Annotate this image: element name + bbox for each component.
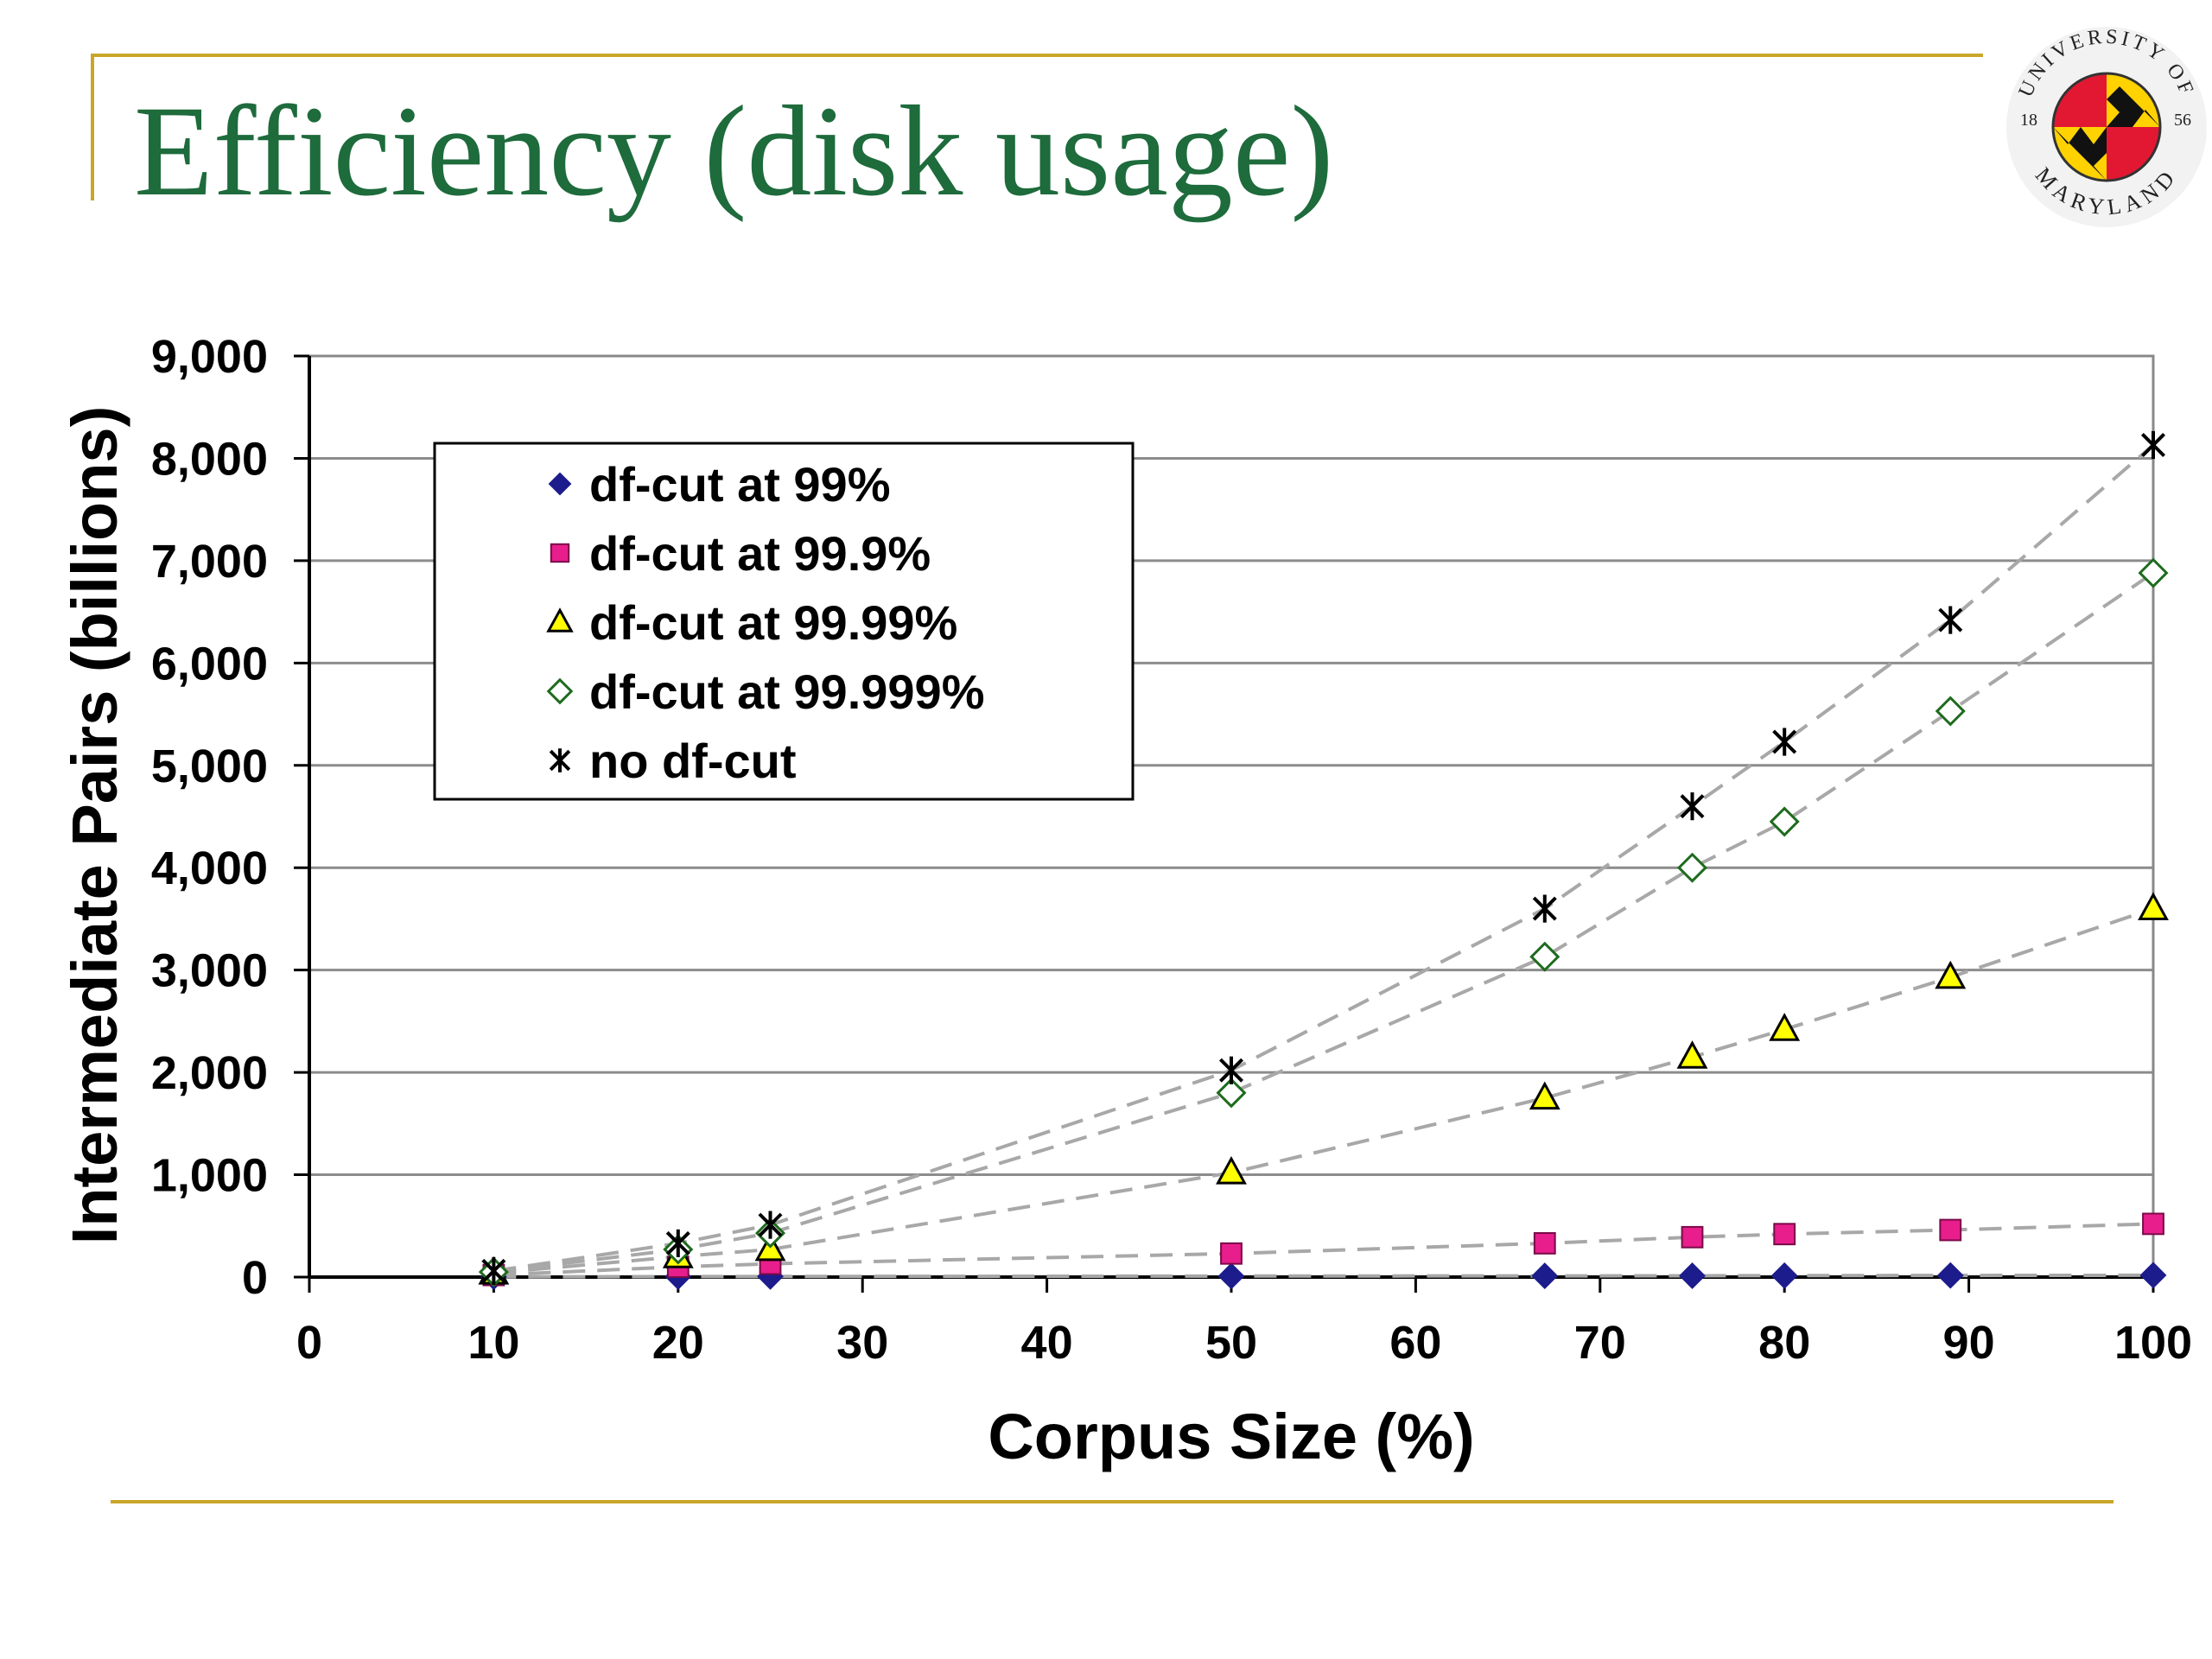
data-point [1532,894,1557,923]
chart-legend: df-cut at 99% df-cut at 99.9% df-cut at 99… [433,442,1135,801]
data-point [1769,1013,1801,1041]
legend-entry: df-cut at 99.999% [589,664,985,719]
legend-marker [546,607,574,632]
y-tick-label: 3,000 [151,945,268,997]
data-points [478,430,2169,1291]
data-point [1676,1040,1708,1069]
x-tick-label: 40 [1021,1317,1073,1369]
y-tick-label: 1,000 [151,1150,268,1202]
data-point [2140,430,2166,460]
data-point [481,1256,506,1285]
data-point [1531,1262,1559,1289]
trendline [493,571,2155,1274]
seal-year-right: 56 [2174,111,2191,130]
data-point [1533,1232,1556,1255]
data-point [1680,792,1705,821]
university-of-maryland-seal-icon: UNIVERSITY OF MARYLAND 18 56 [2006,26,2207,227]
x-tick-label: 80 [1758,1317,1810,1369]
x-tick-label: 0 [296,1317,322,1369]
data-point [1938,606,1963,634]
data-point [1218,1056,1244,1084]
legend-entry: df-cut at 99% [589,457,891,512]
data-point [1676,852,1708,883]
bottom-rule [111,1500,2113,1503]
legend-box [433,442,1135,801]
data-point [1681,1225,1704,1249]
x-tick-label: 50 [1205,1317,1257,1369]
y-tick-label: 4,000 [151,842,268,894]
y-tick-label: 2,000 [151,1047,268,1099]
data-point [758,1211,783,1239]
data-point [665,1229,690,1258]
legend-marker [546,677,574,705]
data-point [2138,892,2169,920]
data-point [1936,1262,1964,1289]
data-point [1220,1242,1243,1265]
trendline [493,906,2154,1275]
x-axis-title: Corpus Size (%) [988,1401,1474,1472]
x-tick-label: 90 [1943,1317,1995,1369]
left-rule [91,54,94,200]
data-point [1679,1262,1706,1289]
data-point [1935,960,1967,989]
x-tick-label: 20 [652,1317,704,1369]
data-point [2138,557,2169,588]
data-point [2142,1212,2164,1236]
y-tick-label: 0 [242,1252,268,1304]
legend-marker [550,543,570,563]
y-axis-title: Intermediate Pairs (billions) [59,406,130,1244]
x-tick-label: 60 [1389,1317,1441,1369]
data-point [1935,696,1966,727]
legend-entry: df-cut at 99.9% [589,526,931,581]
y-tick-label: 8,000 [151,433,268,485]
data-point [2139,1262,2167,1289]
data-point [1770,1262,1798,1289]
data-point [1773,1223,1796,1246]
x-tick-label: 70 [1574,1317,1626,1369]
legend-marker [548,472,572,496]
slide-title: Efficiency (disk usage) [134,79,1334,223]
data-point [1216,1155,1247,1185]
x-tick-label: 30 [836,1317,888,1369]
x-tick-label: 10 [467,1317,519,1369]
data-point [1217,1262,1245,1290]
data-point [1939,1218,1962,1242]
data-point [1216,1077,1247,1109]
data-point [1529,941,1560,972]
data-point [1769,806,1800,837]
data-point [1529,1081,1560,1110]
x-tick-label: 100 [2114,1317,2192,1369]
y-tick-label: 9,000 [151,331,268,383]
y-tick-label: 5,000 [151,741,268,792]
tick-labels: 0 1,000 2,000 3,000 4,000 5,000 6,000 7,000 8,00… [151,331,2192,1369]
y-tick-label: 6,000 [151,638,268,690]
seal-year-left: 18 [2020,111,2037,130]
legend-entry: no df-cut [589,734,796,788]
legend-marker [549,748,571,772]
top-rule [92,54,1983,57]
y-tick-label: 7,000 [151,536,268,588]
legend-entry: df-cut at 99.99% [589,595,957,650]
data-point [1772,728,1797,756]
